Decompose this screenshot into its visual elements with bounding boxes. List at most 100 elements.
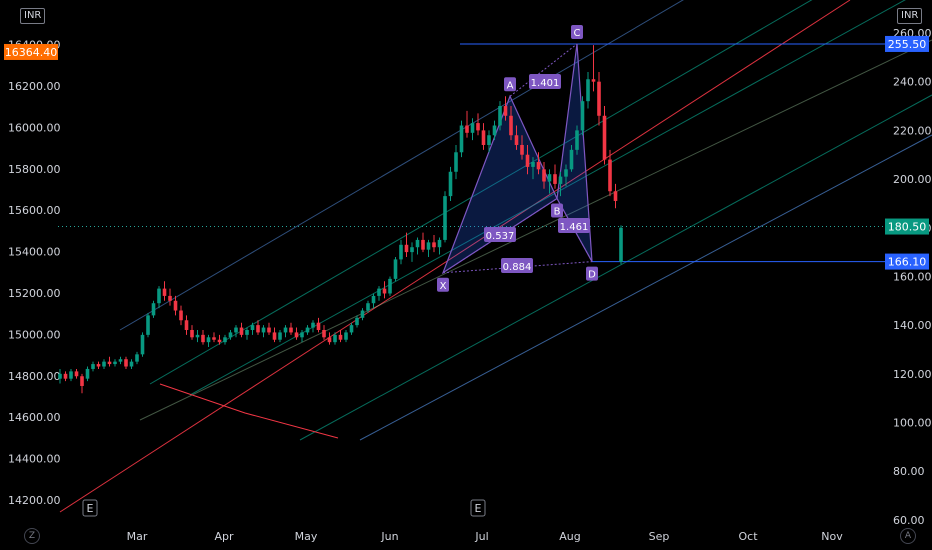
candle-body xyxy=(360,310,365,318)
channel-line xyxy=(149,0,813,385)
candle-body xyxy=(91,364,95,369)
left-axis-tick: 14200.00 xyxy=(8,494,61,507)
candle-body xyxy=(179,310,183,321)
candle-body xyxy=(85,368,90,379)
channel-line xyxy=(59,0,851,513)
right-axis-tick: 220.00 xyxy=(893,124,932,137)
candle-body xyxy=(443,196,447,240)
candle-body xyxy=(569,149,574,170)
x-axis-tick: Nov xyxy=(821,530,843,543)
candle-body xyxy=(113,361,117,365)
candle-body xyxy=(256,325,260,333)
pattern-point-c xyxy=(571,24,583,39)
candle-body xyxy=(366,303,370,311)
candle-body xyxy=(322,329,326,338)
channel-line xyxy=(139,39,932,421)
candle-body xyxy=(206,337,211,343)
candle-body xyxy=(305,327,310,333)
currency-label-left[interactable]: INR xyxy=(20,8,46,24)
x-axis-tick: Oct xyxy=(738,530,758,543)
candle-body xyxy=(294,332,299,338)
candle-body xyxy=(223,337,227,343)
right-axis-tick: 60.00 xyxy=(893,514,925,527)
event-marker[interactable] xyxy=(470,499,486,517)
candle-body xyxy=(338,334,343,340)
candle-body xyxy=(388,278,392,294)
right-price-tag-text: 166.10 xyxy=(888,256,927,269)
x-axis-tick: May xyxy=(295,530,318,543)
candle-body xyxy=(525,154,530,167)
auto-scale-button[interactable]: A xyxy=(900,528,916,544)
event-marker-label: E xyxy=(87,502,94,515)
candle-body xyxy=(261,327,266,333)
right-price-tag xyxy=(885,35,929,52)
candle-body xyxy=(355,317,359,326)
candle-body xyxy=(190,329,194,338)
candle-body xyxy=(382,288,387,294)
right-axis-tick: 240.00 xyxy=(893,76,932,89)
pattern-point-label: B xyxy=(554,207,561,218)
candle-body xyxy=(415,239,420,248)
pattern-point-x xyxy=(437,277,449,292)
candle-body xyxy=(437,239,442,248)
right-axis-tick: 140.00 xyxy=(893,319,932,332)
candle-body xyxy=(349,325,354,333)
candle-body xyxy=(498,106,502,126)
left-last-price-text: 16364.40 xyxy=(5,46,58,59)
candle-body xyxy=(410,247,414,253)
x-axis-tick: Aug xyxy=(559,530,580,543)
candle-body xyxy=(327,337,332,343)
candle-body xyxy=(591,79,596,82)
left-axis-tick: 15000.00 xyxy=(8,328,61,341)
left-axis-tick: 14400.00 xyxy=(8,453,61,466)
pattern-point-label: X xyxy=(440,281,447,292)
candle-body xyxy=(333,334,337,343)
candle-body xyxy=(173,300,178,311)
currency-label-right[interactable]: INR xyxy=(897,8,923,24)
candle-body xyxy=(289,327,293,333)
candle-body xyxy=(250,325,255,330)
candle-body xyxy=(195,334,200,338)
channel-line xyxy=(359,134,932,441)
candle-body xyxy=(481,130,486,145)
candle-body xyxy=(377,288,381,296)
x-axis-tick: Jul xyxy=(474,530,488,543)
right-price-tag xyxy=(885,218,929,235)
event-marker[interactable] xyxy=(82,499,98,517)
candle-body xyxy=(245,329,249,335)
candle-body xyxy=(146,315,150,335)
left-last-price-tag xyxy=(4,43,58,60)
channel-line xyxy=(119,0,684,331)
trend-line xyxy=(159,383,339,439)
candle-body xyxy=(157,288,161,304)
candle-body xyxy=(107,361,112,365)
right-axis-tick: 160.00 xyxy=(893,270,932,283)
candle-body xyxy=(58,373,62,379)
candle-body xyxy=(344,332,348,340)
candle-body xyxy=(432,242,436,248)
right-axis-tick: 120.00 xyxy=(893,368,932,381)
candle-body xyxy=(542,169,546,182)
candle-body xyxy=(558,176,563,184)
candle-body xyxy=(124,359,128,367)
pattern-ratio: 0.884 xyxy=(503,262,532,273)
zoom-toggle-button[interactable]: Z xyxy=(24,528,40,544)
x-axis-tick: Mar xyxy=(127,530,148,543)
candle-body xyxy=(597,81,601,116)
left-axis-tick: 15800.00 xyxy=(8,163,61,176)
candle-body xyxy=(426,242,431,250)
pattern-xd xyxy=(442,261,593,274)
pattern-point-label: A xyxy=(507,80,514,91)
pattern-ratio-box xyxy=(501,258,533,273)
candle-body xyxy=(619,227,623,262)
pattern-ratio-box xyxy=(484,227,516,242)
pattern-ratio-box xyxy=(558,218,590,233)
candle-body xyxy=(102,361,106,367)
x-axis-tick: Sep xyxy=(649,530,670,543)
candle-body xyxy=(487,135,491,145)
candle-body xyxy=(575,130,579,150)
candle-body xyxy=(283,327,288,333)
right-price-tag-text: 180.50 xyxy=(888,221,927,234)
candle-body xyxy=(371,295,376,304)
